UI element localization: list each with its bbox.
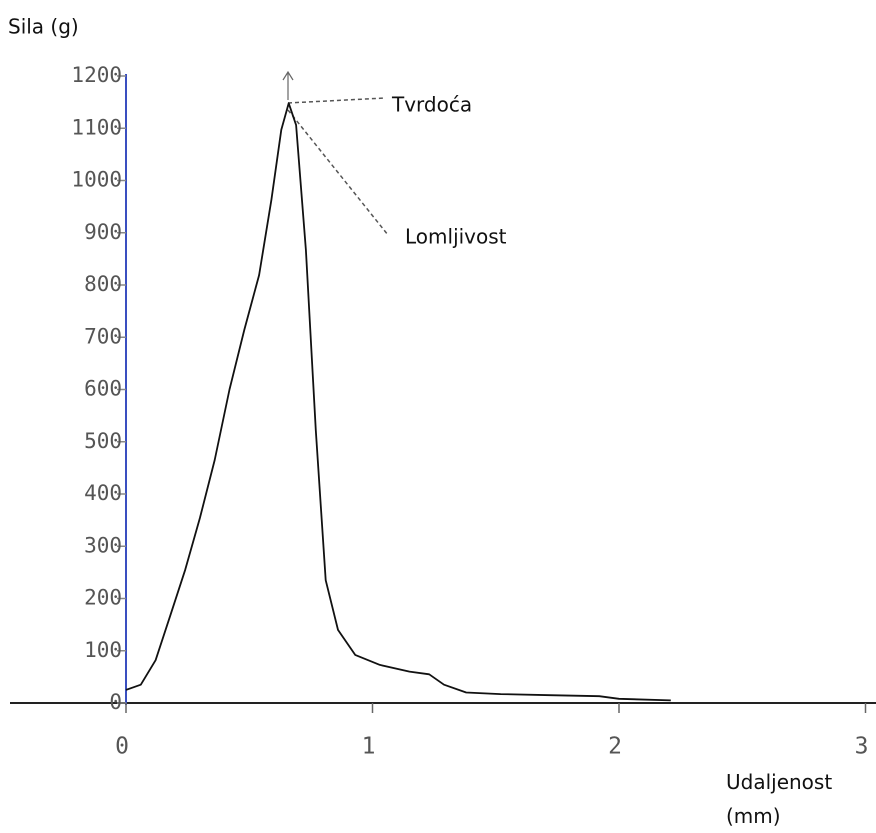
y-tick-label: 500: [84, 429, 122, 453]
y-axis-label: Sila (g): [8, 15, 79, 39]
y-tick-label: 700: [84, 324, 122, 348]
x-axis-label: Udaljenost (mm): [726, 770, 833, 828]
annotation-line: [287, 97, 386, 104]
y-tick-label: 600: [84, 377, 122, 401]
y-tick-label: 400: [84, 481, 122, 505]
y-tick-label: 200: [84, 586, 122, 610]
peak-arrow: [282, 70, 294, 100]
y-tick-label: 100: [84, 638, 122, 662]
y-tick-label: 800: [84, 272, 122, 296]
x-tick-label: 2: [608, 734, 622, 760]
y-tick-label: 900: [84, 220, 122, 244]
x-tick-label: 3: [855, 734, 869, 760]
y-tick-label: 1000: [71, 168, 122, 192]
annotation: Lomljivost: [405, 225, 507, 249]
annotation-line: [287, 109, 389, 236]
data-line: [125, 102, 671, 702]
x-tick-label: 1: [362, 734, 376, 760]
x-tick-label: 0: [115, 734, 129, 760]
y-tick-label: 0: [109, 690, 122, 714]
annotation: Tvrdoća: [391, 93, 472, 117]
y-tick-label: 1200: [71, 63, 122, 87]
y-tick-label: 1100: [71, 115, 122, 139]
y-tick-label: 300: [84, 533, 122, 557]
